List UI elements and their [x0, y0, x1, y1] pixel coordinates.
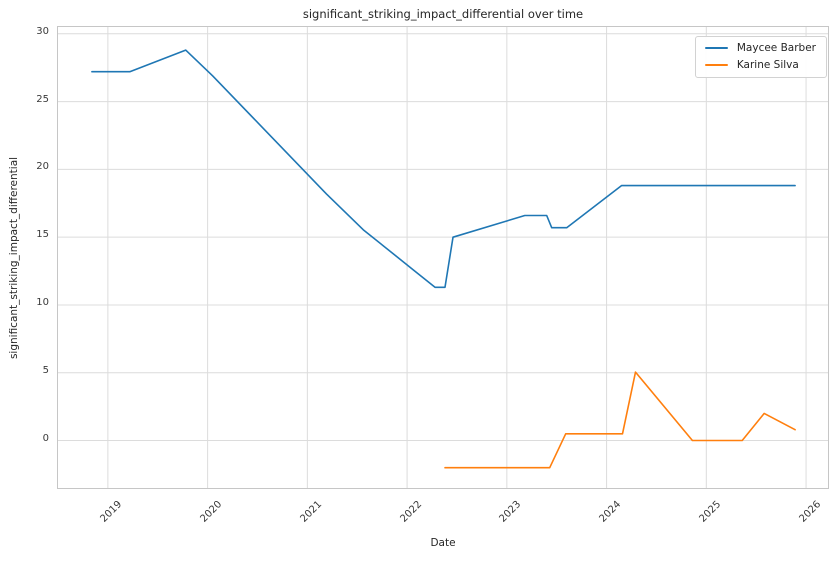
- legend-label: Karine Silva: [736, 59, 799, 71]
- legend: Maycee Barber Karine Silva: [694, 36, 827, 78]
- legend-line-swatch: [704, 64, 728, 66]
- x-tick-label: 2026: [797, 499, 823, 525]
- y-tick-label: 30: [36, 25, 49, 37]
- y-tick-label: 10: [36, 296, 49, 308]
- y-tick-label: 15: [36, 229, 49, 241]
- legend-line-swatch: [704, 47, 728, 49]
- x-tick-label: 2022: [398, 499, 424, 525]
- chart-svg: [58, 27, 828, 488]
- x-tick-label: 2023: [497, 499, 524, 525]
- legend-label: Maycee Barber: [736, 42, 816, 54]
- y-axis-label: significant_striking_impact_differential: [8, 156, 20, 360]
- x-axis-label: Date: [430, 537, 456, 549]
- x-tick-label: 2020: [198, 499, 225, 525]
- x-tick-label: 2025: [697, 499, 724, 525]
- x-tick-label: 2019: [98, 499, 125, 525]
- y-tick-label: 5: [42, 364, 49, 376]
- y-tick-label: 25: [36, 93, 49, 105]
- series-line-maycee-barber: [91, 49, 796, 289]
- x-tick-label: 2024: [597, 499, 624, 525]
- chart-title: significant_striking_impact_differential…: [302, 7, 584, 21]
- x-tick-label: 2021: [298, 499, 325, 525]
- series-line-karine-silva: [444, 371, 796, 469]
- legend-item: Maycee Barber: [704, 42, 816, 54]
- y-tick-label: 20: [36, 161, 49, 173]
- plot-area: [57, 26, 829, 489]
- y-tick-label: 0: [42, 432, 49, 444]
- legend-item: Karine Silva: [704, 59, 816, 71]
